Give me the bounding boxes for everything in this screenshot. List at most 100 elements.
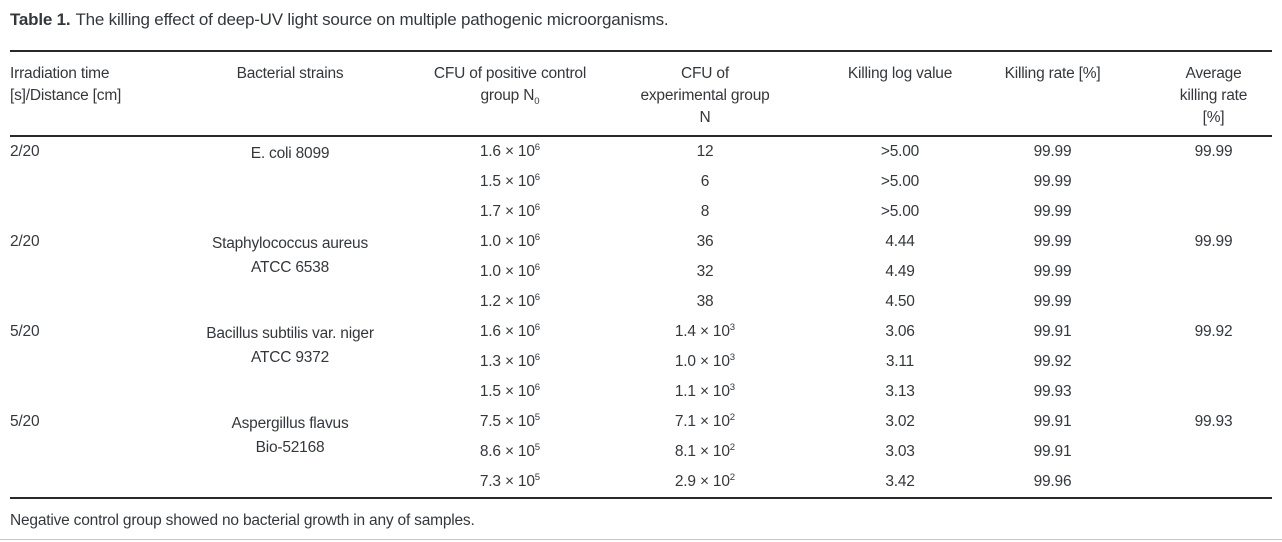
strain-id: ATCC 9372 [250,349,330,366]
value-base: 36 [696,233,714,251]
table-row: 2/20 Staphylococcus aureus ATCC 6538 1.0… [10,227,1272,276]
killing-rate-cell: 99.93 [1033,383,1072,400]
cfu-experimental-cell: 8.1 × 102 [600,437,810,467]
killing-rate-cell: 99.99 [1033,293,1072,310]
killing-log-cell: >5.00 [880,203,920,220]
strain-id: Bio-52168 [255,439,325,456]
table-row: 5/20 Aspergillus flavus Bio-52168 7.5 × … [10,407,1272,456]
header-line: Irradiation time [10,65,110,82]
value-base: 8 [700,203,710,221]
cfu-positive-cell: 1.2 × 106 [420,287,600,317]
avg-killing-rate-cell: 99.93 [1194,413,1233,430]
header-text: group N [480,87,535,104]
strain-cell: E. coli 8099 [160,136,420,227]
value-exponent: 3 [729,352,736,364]
value-exponent: 2 [729,412,736,424]
cfu-positive-cell: 7.5 × 105 [420,407,600,437]
value-base: 1.0 × 10 [479,263,535,281]
strain-cell: Bacillus subtilis var. niger ATCC 9372 [160,317,420,407]
value-base: 1.0 × 10 [479,233,535,251]
header-line: group N0 [420,85,600,113]
cfu-positive-cell: 1.6 × 106 [420,136,600,167]
table-row: 8.6 × 105 8.1 × 102 3.03 99.91 [10,437,1272,467]
value-base: 1.6 × 10 [479,323,535,341]
cfu-experimental-cell: 6 [600,167,810,197]
killing-log-cell: 3.03 [885,443,915,460]
table-row: 1.5 × 106 1.1 × 103 3.13 99.93 [10,377,1272,407]
irradiation-time-cell: 5/20 [10,413,40,430]
value-exponent: 6 [534,322,541,334]
killing-rate-cell: 99.91 [1033,443,1072,460]
col-header-average-killing-rate: Average killing rate [%] [1115,51,1272,137]
col-header-irradiation-time: Irradiation time [s]/Distance [cm] [10,51,160,137]
irradiation-time-cell: 2/20 [10,233,40,250]
strain-id: ATCC 6538 [250,259,330,276]
value-exponent: 6 [534,172,541,184]
header-line: experimental group [640,87,770,104]
value-base: 1.3 × 10 [479,353,535,371]
table-row: 2/20 E. coli 8099 1.6 × 106 12 >5.00 99.… [10,136,1272,167]
value-exponent: 6 [534,202,541,214]
col-header-bacterial-strains: Bacterial strains [160,51,420,137]
value-base: 1.0 × 10 [674,353,730,371]
strain-cell: Staphylococcus aureus ATCC 6538 [160,227,420,317]
col-header-cfu-positive: CFU of positive control group N0 [420,51,600,137]
value-base: 32 [696,263,714,281]
killing-log-cell: 3.11 [885,353,915,370]
col-header-killing-rate: Killing rate [%] [990,51,1115,137]
cfu-experimental-cell: 8 [600,197,810,227]
col-header-killing-log: Killing log value [810,51,990,137]
value-base: 1.2 × 10 [479,293,535,311]
killing-rate-cell: 99.91 [1033,323,1072,340]
value-base: 1.6 × 10 [479,143,535,161]
value-exponent: 3 [729,382,736,394]
killing-log-cell: 3.02 [885,413,915,430]
value-base: 1.1 × 10 [674,383,730,401]
header-row: Irradiation time [s]/Distance [cm] Bacte… [10,51,1272,137]
cfu-positive-cell: 1.7 × 106 [420,197,600,227]
value-base: 8.6 × 10 [479,443,535,461]
value-base: 8.1 × 10 [674,443,730,461]
killing-log-cell: 3.42 [885,473,915,490]
value-exponent: 5 [534,472,541,484]
table-caption: Table 1. The killing effect of deep-UV li… [0,0,1282,31]
table-row: 1.5 × 106 6 >5.00 99.99 [10,167,1272,197]
value-exponent: 6 [534,352,541,364]
value-base: 12 [696,143,714,161]
table-row: 1.7 × 106 8 >5.00 99.99 [10,197,1272,227]
value-base: 7.5 × 10 [479,413,535,431]
strain-cell: Aspergillus flavus Bio-52168 [160,407,420,498]
value-base: 1.7 × 10 [479,203,535,221]
killing-rate-cell: 99.92 [1033,353,1072,370]
table-caption-label: Table 1. [10,10,71,29]
header-line: CFU of positive control [433,65,587,82]
killing-rate-cell: 99.99 [1033,203,1072,220]
killing-log-cell: 3.13 [885,383,915,400]
avg-killing-rate-cell: 99.99 [1194,233,1233,250]
table-row: 5/20 Bacillus subtilis var. niger ATCC 9… [10,317,1272,366]
table-footnote: Negative control group showed no bacteri… [0,499,1282,540]
cfu-experimental-cell: 1.1 × 103 [600,377,810,407]
value-exponent: 5 [534,412,541,424]
strain-name: E. coli 8099 [250,145,330,162]
avg-killing-rate-cell: 99.92 [1194,323,1233,340]
value-exponent: 6 [534,382,541,394]
strain-name: Bacillus subtilis var. niger [206,325,374,342]
value-base: 1.4 × 10 [674,323,730,341]
cfu-positive-cell: 1.5 × 106 [420,377,600,407]
cfu-experimental-cell: 1.4 × 103 [600,317,810,347]
value-base: 1.5 × 10 [479,173,535,191]
killing-rate-cell: 99.91 [1033,413,1072,430]
table-row: 1.2 × 106 38 4.50 99.99 [10,287,1272,317]
header-line: [%] [1202,109,1225,126]
value-exponent: 6 [534,262,541,274]
cfu-experimental-cell: 7.1 × 102 [600,407,810,437]
col-header-cfu-experimental: CFU of experimental group N [600,51,810,137]
killing-rate-cell: 99.99 [1033,233,1072,250]
value-exponent: 2 [729,472,736,484]
killing-effect-table: Irradiation time [s]/Distance [cm] Bacte… [10,50,1272,499]
killing-log-cell: >5.00 [880,143,920,160]
header-line: N [699,109,711,126]
killing-log-cell: 4.44 [885,233,915,250]
